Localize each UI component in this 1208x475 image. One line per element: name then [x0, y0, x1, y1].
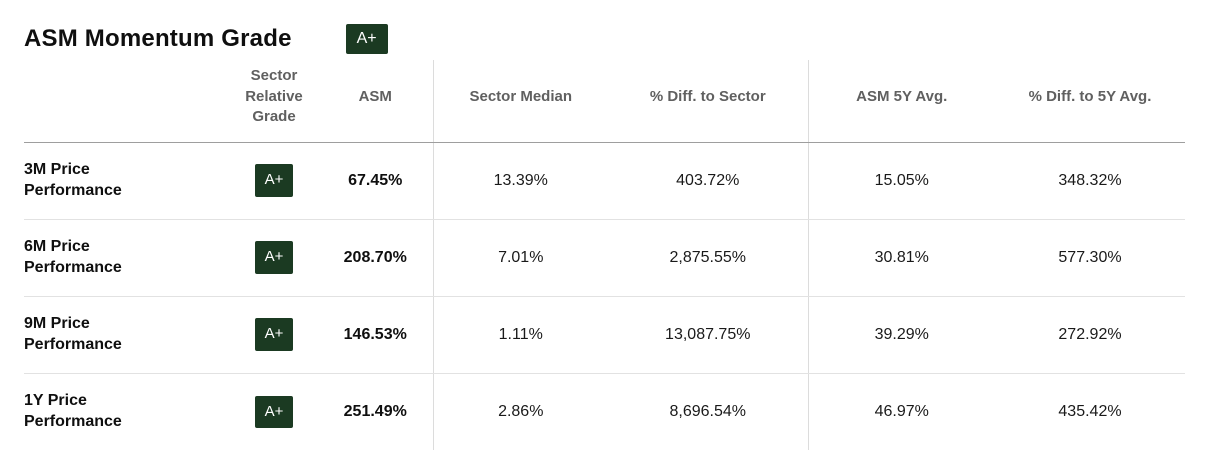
- table-row: 3M Price Performance A+ 67.45% 13.39% 40…: [24, 142, 1185, 220]
- diff-to-5y-avg-value: 272.92%: [995, 296, 1185, 374]
- section-header: ASM Momentum Grade A+: [0, 0, 1208, 56]
- asm-5y-avg-value: 39.29%: [807, 296, 995, 374]
- sector-median-value: 7.01%: [432, 219, 608, 297]
- row-label-1y-price-performance: 1Y Price Performance: [24, 391, 122, 430]
- asm-value: 67.45%: [318, 142, 433, 220]
- asm-value: 208.70%: [318, 219, 433, 297]
- row-label-3m-price-performance: 3M Price Performance: [24, 142, 230, 220]
- page-title: ASM Momentum Grade: [24, 25, 292, 52]
- table-header-row: Sector Relative Grade ASM Sector Median …: [24, 60, 1185, 143]
- diff-to-5y-avg-value: 348.32%: [995, 142, 1185, 220]
- row-label-6m-price-performance: 6M Price Performance: [24, 219, 230, 297]
- sector-relative-grade-badge[interactable]: A+: [254, 241, 294, 274]
- diff-to-5y-avg-value: 435.42%: [1058, 402, 1122, 420]
- sector-relative-grade-badge[interactable]: A+: [254, 318, 294, 351]
- col-header-diff-to-sector: % Diff. to Sector: [608, 60, 808, 143]
- diff-to-sector-value: 403.72%: [608, 142, 808, 220]
- asm-value: 146.53%: [318, 296, 433, 374]
- asm-5y-avg-value: 46.97%: [807, 373, 995, 450]
- grade-cell: A+: [230, 219, 318, 297]
- diff-to-5y-avg-value: 577.30%: [995, 219, 1185, 297]
- col-header-asm: ASM: [318, 60, 433, 143]
- col-header-asm-5y-avg: ASM 5Y Avg.: [807, 60, 995, 143]
- row-label-9m-price-performance: 9M Price Performance: [24, 296, 230, 374]
- col-header-sector-relative-grade: Sector Relative Grade: [230, 60, 318, 143]
- sector-relative-grade-badge[interactable]: A+: [254, 395, 294, 428]
- diff-to-sector-value: 8,696.54%: [669, 402, 746, 420]
- table-row: 1Y Price Performance A+ 251.49% 2.86% 8,…: [24, 373, 1185, 450]
- sector-median-value: 1.11%: [432, 296, 608, 374]
- asm-5y-avg-value: 30.81%: [807, 219, 995, 297]
- col-header-blank: [24, 60, 230, 143]
- grade-cell: A+: [230, 142, 318, 220]
- table-row: 9M Price Performance A+ 146.53% 1.11% 13…: [24, 296, 1185, 374]
- grade-cell: A+: [230, 373, 318, 450]
- diff-to-sector-value: 2,875.55%: [608, 219, 808, 297]
- col-header-sector-median: Sector Median: [432, 60, 608, 143]
- col-header-diff-to-5y-avg: % Diff. to 5Y Avg.: [995, 60, 1185, 143]
- momentum-grade-table: Sector Relative Grade ASM Sector Median …: [24, 60, 1185, 450]
- diff-to-sector-value: 13,087.75%: [608, 296, 808, 374]
- asm-value: 251.49%: [343, 402, 407, 420]
- sector-relative-grade-badge[interactable]: A+: [254, 164, 294, 197]
- sector-median-value: 13.39%: [432, 142, 608, 220]
- table-row: 6M Price Performance A+ 208.70% 7.01% 2,…: [24, 219, 1185, 297]
- grade-cell: A+: [230, 296, 318, 374]
- sector-median-value: 2.86%: [432, 373, 608, 450]
- overall-grade-badge[interactable]: A+: [345, 24, 388, 54]
- asm-5y-avg-value: 15.05%: [807, 142, 995, 220]
